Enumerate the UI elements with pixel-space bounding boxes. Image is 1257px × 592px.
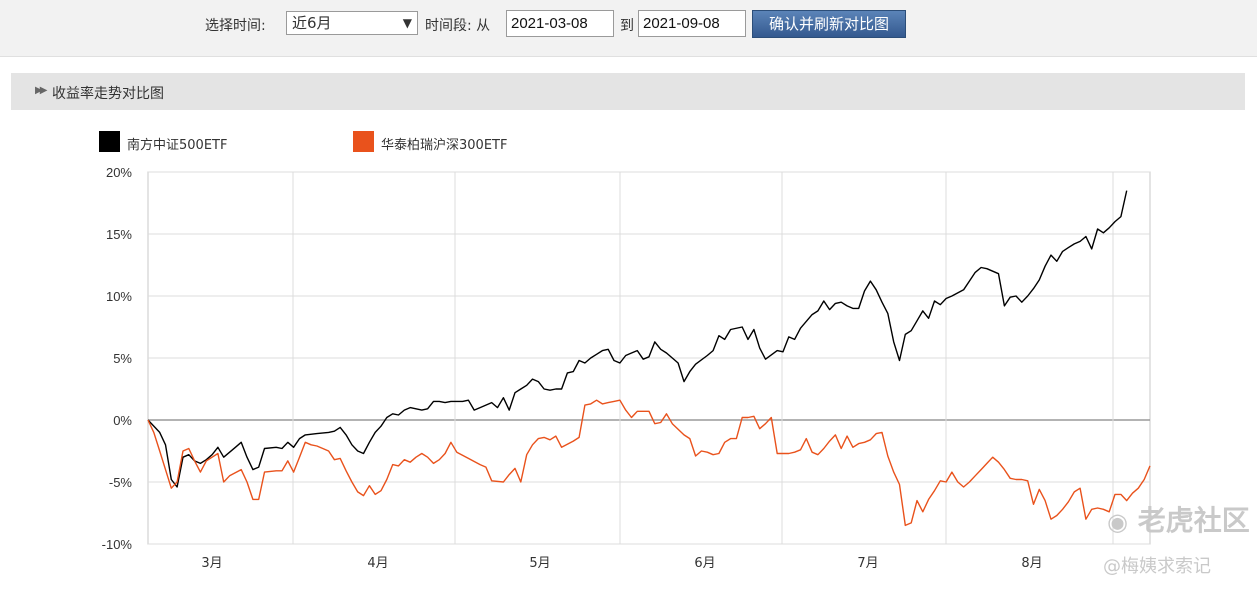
- start-date-input[interactable]: 2021-03-08: [506, 10, 614, 37]
- x-tick-label: 4月: [367, 556, 388, 571]
- y-tick-label: -10%: [102, 537, 133, 552]
- series-line-2: [147, 399, 1151, 527]
- panel-title: 收益率走势对比图: [52, 86, 164, 102]
- series-line-1: [147, 190, 1128, 488]
- chart-series: [147, 190, 1151, 527]
- period-select-value: 近6月: [292, 14, 332, 32]
- x-tick-label: 3月: [201, 556, 222, 571]
- legend-label: 华泰柏瑞沪深300ETF: [381, 138, 508, 153]
- end-date-input[interactable]: 2021-09-08: [638, 10, 746, 37]
- y-tick-label: -5%: [109, 475, 133, 490]
- to-label: 到: [620, 18, 634, 34]
- chart-grid: [147, 171, 1151, 545]
- chart-axes: 20% 15% 10% 5% 0% -5% -10% 3月 4月 5月 6月 7月 8月: [102, 165, 1043, 571]
- range-label: 时间段: 从: [425, 18, 491, 34]
- x-tick-label: 6月: [694, 556, 715, 571]
- y-tick-label: 0%: [113, 413, 132, 428]
- caret-down-icon: ▼: [402, 16, 412, 30]
- legend-swatch: [353, 131, 374, 152]
- x-tick-label: 7月: [857, 556, 878, 571]
- x-tick-label: 8月: [1021, 556, 1042, 571]
- filter-toolbar: 选择时间: 近6月 ▼ 时间段: 从 2021-03-08 到 2021-09-…: [0, 0, 1257, 57]
- panel-header: ▶▶ 收益率走势对比图: [11, 73, 1245, 110]
- legend-swatch: [99, 131, 120, 152]
- tiger-icon: ◉: [1107, 508, 1128, 536]
- y-tick-label: 15%: [106, 227, 132, 242]
- legend-label: 南方中证500ETF: [127, 138, 228, 153]
- double-arrow-icon: ▶▶: [35, 85, 48, 96]
- y-tick-label: 10%: [106, 289, 132, 304]
- refresh-chart-button[interactable]: 确认并刷新对比图: [752, 10, 906, 38]
- x-tick-label: 5月: [529, 556, 550, 571]
- watermark-handle: @梅姨求索记: [1103, 556, 1211, 577]
- period-select[interactable]: 近6月 ▼: [286, 11, 418, 35]
- y-tick-label: 5%: [113, 351, 132, 366]
- watermark-brand: ◉ 老虎社区: [1107, 504, 1250, 537]
- y-tick-label: 20%: [106, 165, 132, 180]
- period-label: 选择时间:: [205, 18, 266, 34]
